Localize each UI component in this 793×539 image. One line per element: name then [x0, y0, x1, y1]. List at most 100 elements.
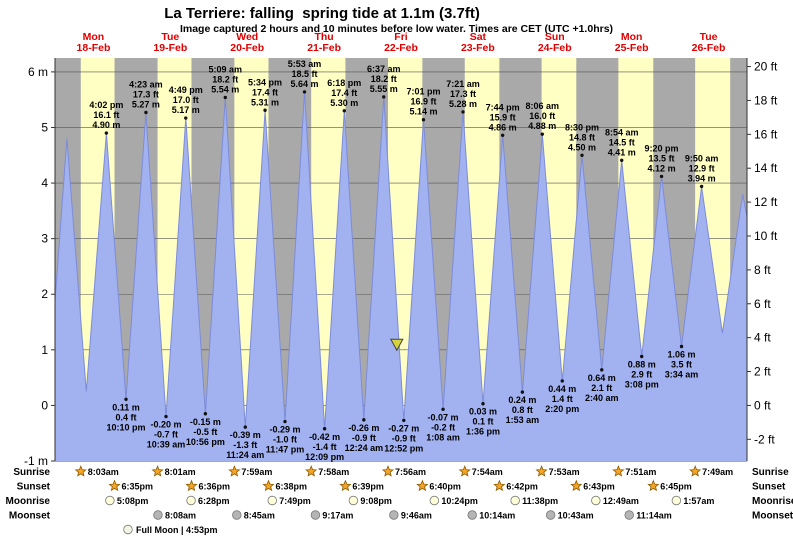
- full-moon-label: Full Moon | 4:53pm: [136, 525, 218, 535]
- tide-event-point: [679, 344, 684, 349]
- tide-event-label: 10:39 am: [147, 440, 186, 450]
- y-axis-label-left: 1: [41, 343, 48, 357]
- tide-event-point: [481, 402, 485, 406]
- tide-event-label: 16.9 ft: [410, 97, 436, 107]
- tide-event-label: 5:53 am: [288, 59, 322, 69]
- tide-event-point: [560, 379, 564, 383]
- tide-event-label: 0.03 m: [469, 407, 497, 417]
- day-name: Tue: [700, 31, 718, 43]
- tide-event-label: 3:08 pm: [625, 379, 659, 389]
- tide-event-label: 2.9 ft: [631, 369, 652, 379]
- tide-event-point: [322, 427, 327, 431]
- tide-event-label: 5.64 m: [290, 79, 318, 89]
- tide-event-label: 9:50 am: [685, 153, 719, 163]
- moonset-time: 8:08am: [165, 511, 196, 521]
- y-axis-label-left: 0: [41, 398, 48, 412]
- tide-event-label: -0.27 m: [388, 423, 419, 433]
- y-axis-label-right: 6 ft: [754, 297, 771, 311]
- moonrise-icon: [510, 495, 520, 506]
- tide-event-point: [124, 397, 128, 401]
- moonrise-icon: [348, 495, 359, 506]
- moonset-icon: [624, 510, 634, 520]
- sunset-row-label-right: Sunset: [752, 482, 786, 493]
- moonrise-icon: [429, 495, 440, 506]
- moonset-icon: [232, 510, 242, 520]
- tide-event-label: 0.1 ft: [473, 417, 494, 427]
- y-axis-label-right: -2 ft: [754, 432, 775, 446]
- day-name: Sun: [545, 31, 565, 43]
- moonrise-icon: [186, 495, 196, 506]
- tide-event-label: 6:18 pm: [327, 78, 361, 88]
- moonrise-time: 10:24pm: [441, 496, 478, 506]
- sunset-time: 6:45pm: [660, 482, 692, 492]
- tide-event-label: 10:10 pm: [106, 422, 145, 432]
- tide-event-label: 1:53 am: [506, 415, 540, 425]
- tide-area: [55, 91, 747, 462]
- tide-event-label: 17.0 ft: [173, 95, 199, 105]
- sunset-time: 6:39pm: [352, 482, 384, 492]
- y-axis-label-right: 20 ft: [754, 60, 778, 74]
- tide-event-label: 2.1 ft: [591, 383, 612, 393]
- tide-event-label: 5.30 m: [330, 98, 358, 108]
- moonset-icon: [389, 510, 399, 520]
- tide-event-label: 15.9 ft: [490, 112, 516, 122]
- sunrise-icon: [74, 465, 87, 477]
- sunset-icon: [108, 479, 121, 492]
- tide-event-point: [600, 368, 604, 372]
- tide-event-point: [263, 108, 267, 112]
- tide-event-label: 3:34 am: [665, 369, 699, 379]
- day-date: 18-Feb: [77, 42, 111, 54]
- sunrise-time: 7:49am: [702, 467, 733, 477]
- y-axis-label-left: 2: [41, 287, 48, 301]
- tide-event-label: -0.39 m: [230, 430, 261, 440]
- y-axis-label-right: 10 ft: [754, 229, 778, 243]
- tide-event-label: 4:02 pm: [89, 100, 123, 110]
- sunrise-time: 8:03am: [88, 467, 119, 477]
- tide-event-label: 8:06 am: [526, 101, 560, 111]
- moonset-time: 10:43am: [558, 511, 594, 521]
- tide-event-label: -0.2 ft: [431, 422, 455, 432]
- tide-event-label: 18.2 ft: [371, 74, 397, 84]
- tide-event-label: 0.8 ft: [512, 405, 533, 415]
- tide-event-label: 4.88 m: [528, 121, 556, 131]
- day-name: Mon: [621, 31, 643, 43]
- full-moon-icon: [123, 524, 133, 535]
- tide-event-label: 1:36 pm: [466, 427, 500, 437]
- moonrise-icon: [671, 495, 682, 506]
- day-date: 26-Feb: [692, 42, 726, 54]
- sunset-icon: [339, 479, 352, 492]
- tide-event-label: 14.8 ft: [569, 132, 595, 142]
- sunset-time: 6:42pm: [506, 482, 538, 492]
- sunset-icon: [416, 479, 429, 492]
- tide-event-point: [461, 110, 465, 114]
- sunset-time: 6:40pm: [429, 482, 461, 492]
- tide-event-point: [144, 110, 148, 115]
- sunrise-icon: [535, 465, 548, 477]
- tide-event-point: [302, 90, 307, 94]
- moonrise-icon: [591, 495, 601, 506]
- tide-event-label: 4.41 m: [608, 147, 636, 157]
- tide-event-label: 14.5 ft: [609, 137, 635, 147]
- tide-event-label: 5.14 m: [409, 107, 437, 117]
- day-date: 19-Feb: [153, 42, 187, 54]
- tide-event-label: -0.7 ft: [154, 430, 178, 440]
- tide-event-label: 4:23 am: [129, 79, 163, 89]
- tide-event-label: 0.44 m: [548, 384, 576, 394]
- tide-event-label: 7:21 am: [446, 79, 480, 89]
- y-axis-label-right: 0 ft: [754, 398, 771, 412]
- tide-event-label: -0.29 m: [269, 425, 300, 435]
- y-axis-label-right: 2 ft: [754, 365, 771, 379]
- sunrise-time: 7:51am: [625, 467, 656, 477]
- sunrise-icon: [612, 465, 625, 477]
- tide-event-label: 17.3 ft: [133, 89, 159, 99]
- y-axis-label-left: 3: [41, 232, 48, 246]
- tide-event-label: 2:40 am: [585, 393, 619, 403]
- tide-event-label: 5:09 am: [209, 64, 243, 74]
- sunset-icon: [647, 479, 660, 492]
- moonset-time: 10:14am: [479, 511, 515, 521]
- tide-event-label: 5.27 m: [132, 99, 160, 109]
- y-axis-label-left: 6 m: [28, 65, 48, 79]
- tide-event-point: [421, 118, 426, 122]
- y-axis-label-right: 8 ft: [754, 263, 771, 277]
- sunrise-time: 7:56am: [395, 467, 426, 477]
